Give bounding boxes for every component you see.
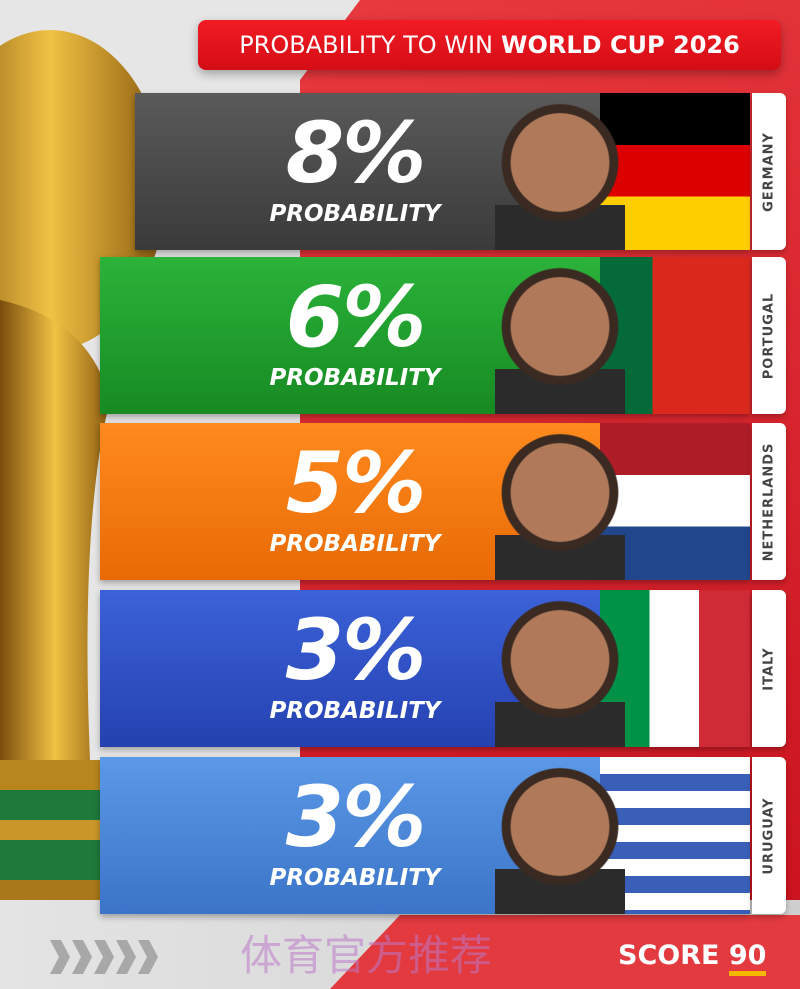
probability-label: PROBABILITY — [269, 698, 441, 724]
player-photo — [495, 267, 625, 414]
title-light: PROBABILITY TO WIN — [239, 31, 494, 59]
row-netherlands: 5% PROBABILITY — [100, 423, 750, 580]
brand-logo: SCORE 90 — [618, 940, 767, 976]
italy-flag-icon — [600, 590, 750, 747]
germany-flag-icon — [600, 93, 750, 250]
probability-value: 3% — [285, 768, 427, 866]
country-label-germany: GERMANY — [752, 93, 786, 250]
title-bold: WORLD CUP 2026 — [501, 31, 740, 59]
player-photo — [495, 103, 625, 250]
country-label-italy: ITALY — [752, 590, 786, 747]
probability-value: 6% — [285, 268, 427, 366]
row-italy: 3% PROBABILITY — [100, 590, 750, 747]
netherlands-flag-icon — [600, 423, 750, 580]
row-uruguay: 3% PROBABILITY — [100, 757, 750, 914]
footer-red — [330, 915, 800, 989]
probability-value: 8% — [285, 104, 427, 202]
watermark: 体育官方推荐 — [240, 931, 493, 980]
probability-value: 5% — [285, 434, 427, 532]
chevrons-icon — [50, 940, 158, 974]
uruguay-flag-icon — [600, 757, 750, 914]
player-photo — [495, 767, 625, 914]
portugal-flag-icon — [600, 257, 750, 414]
row-germany: 8% PROBABILITY — [135, 93, 750, 250]
country-label-portugal: PORTUGAL — [752, 257, 786, 414]
probability-label: PROBABILITY — [269, 531, 441, 557]
row-portugal: 6% PROBABILITY — [100, 257, 750, 414]
probability-label: PROBABILITY — [269, 201, 441, 227]
player-photo — [495, 433, 625, 580]
country-label-netherlands: NETHERLANDS — [752, 423, 786, 580]
player-photo — [495, 600, 625, 747]
country-label-uruguay: URUGUAY — [752, 757, 786, 914]
probability-label: PROBABILITY — [269, 365, 441, 391]
probability-label: PROBABILITY — [269, 865, 441, 891]
probability-value: 3% — [285, 601, 427, 699]
page-title: PROBABILITY TO WIN WORLD CUP 2026 — [198, 20, 781, 70]
